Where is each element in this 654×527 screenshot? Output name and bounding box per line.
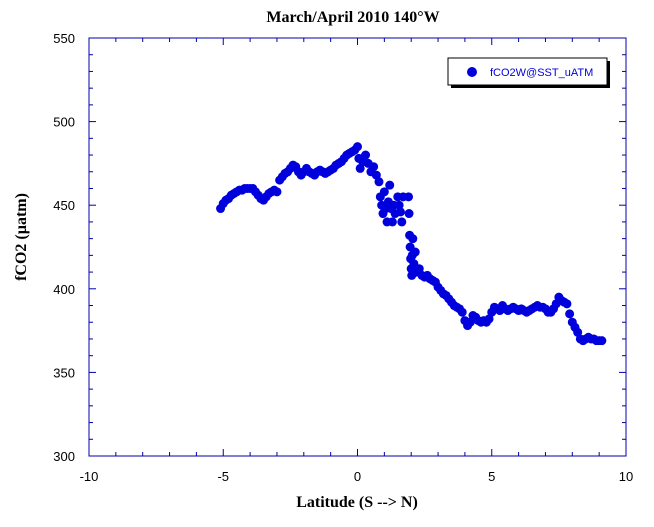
data-point — [395, 207, 405, 217]
chart-title: March/April 2010 140°W — [266, 9, 439, 26]
x-tick-label: 0 — [354, 469, 361, 484]
plot-frame — [88, 37, 627, 457]
data-point — [394, 200, 404, 210]
data-point — [404, 192, 414, 202]
data-point — [408, 234, 418, 244]
data-point — [404, 209, 414, 219]
data-point — [353, 142, 362, 152]
data-point — [565, 309, 575, 319]
data-point — [457, 307, 467, 317]
y-tick-label: 400 — [53, 282, 75, 297]
data-point — [562, 299, 572, 309]
data-point — [272, 187, 282, 197]
x-axis: -10 -5 0 5 10 — [80, 38, 633, 484]
data-point — [387, 217, 397, 227]
data-points — [216, 142, 607, 346]
y-axis: 300 350 400 450 500 550 — [53, 31, 626, 464]
data-point — [597, 336, 607, 346]
legend: fCO2W@SST_uATM — [447, 57, 610, 88]
y-tick-label: 300 — [53, 449, 75, 464]
data-point — [397, 217, 407, 227]
y-tick-label: 350 — [53, 365, 75, 380]
data-point — [374, 177, 384, 187]
legend-series-label: fCO2W@SST_uATM — [490, 67, 593, 79]
data-point — [385, 180, 395, 190]
y-tick-label: 450 — [53, 198, 75, 213]
data-point — [361, 150, 371, 160]
data-point — [369, 162, 379, 172]
x-tick-label: 10 — [619, 469, 633, 484]
legend-marker — [467, 67, 477, 77]
y-tick-label: 550 — [53, 31, 75, 46]
y-tick-label: 500 — [53, 115, 75, 130]
x-tick-label: -5 — [217, 469, 229, 484]
x-tick-label: 5 — [488, 469, 495, 484]
data-point — [410, 247, 420, 257]
x-tick-label: -10 — [80, 469, 99, 484]
y-axis-label: fCO2 (µatm) — [13, 193, 30, 281]
data-point — [379, 187, 389, 197]
x-axis-label: Latitude (S --> N) — [296, 494, 418, 511]
